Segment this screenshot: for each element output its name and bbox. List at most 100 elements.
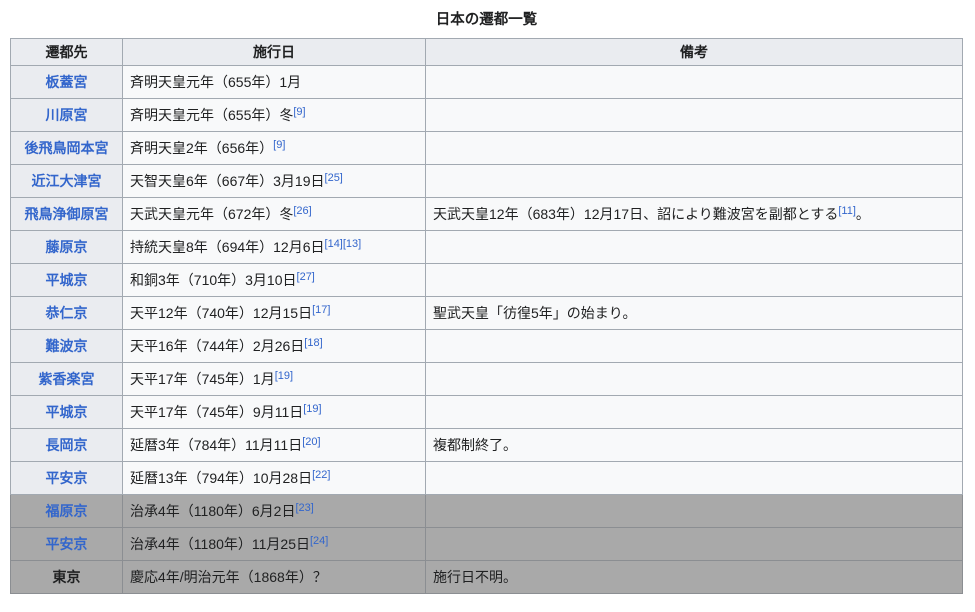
reference-link[interactable]: [27] (296, 271, 315, 284)
remarks-text: 天武天皇12年（683年）12月17日、詔により難波宮を副都とする (433, 206, 839, 222)
destination-link[interactable]: 平城京 (45, 272, 88, 288)
remarks-cell (425, 494, 963, 528)
remarks-cell (425, 263, 963, 297)
remarks-cell (425, 395, 963, 429)
destination-cell: 平安京 (10, 527, 123, 561)
date-cell: 持統天皇8年（694年）12月6日[14][13] (122, 230, 426, 264)
reference-link[interactable]: [17] (312, 304, 331, 317)
destination-cell: 紫香楽宮 (10, 362, 123, 396)
table-row: 川原宮 斉明天皇元年（655年）冬[9] (10, 98, 963, 132)
reference-link[interactable]: [9] (273, 139, 286, 152)
destination-cell: 平城京 (10, 395, 123, 429)
col-header-date: 施行日 (122, 38, 426, 66)
reference-link[interactable]: [23] (295, 502, 314, 515)
reference-link[interactable]: [13] (342, 238, 362, 251)
reference-link[interactable]: [11] (838, 205, 856, 218)
destination-cell: 福原京 (10, 494, 123, 528)
destination-link[interactable]: 川原宮 (45, 107, 88, 123)
reference-superscript: [9] (273, 139, 285, 151)
date-text: 延暦13年（794年）10月28日 (130, 470, 313, 486)
reference-link[interactable]: [19] (274, 370, 294, 383)
date-text: 斉明天皇元年（655年）1月 (130, 74, 302, 90)
reference-link[interactable]: [24] (310, 535, 329, 548)
table-row: 難波京 天平16年（744年）2月26日[18] (10, 329, 963, 363)
reference-superscript: [20] (302, 436, 320, 448)
destination-link[interactable]: 長岡京 (45, 437, 88, 453)
destination-link[interactable]: 紫香楽宮 (38, 371, 95, 387)
reference-link[interactable]: [19] (303, 403, 322, 416)
date-cell: 和銅3年（710年）3月10日[27] (122, 263, 426, 297)
reference-link[interactable]: [20] (302, 436, 321, 449)
destination-cell: 後飛鳥岡本宮 (10, 131, 123, 165)
remarks-cell (425, 98, 963, 132)
date-cell: 天平16年（744年）2月26日[18] (122, 329, 426, 363)
destination-cell: 平安京 (10, 461, 123, 495)
date-text: 慶応4年/明治元年（1868年）？ (130, 569, 327, 585)
table-row: 紫香楽宮 天平17年（745年）1月[19] (10, 362, 963, 396)
destination-link[interactable]: 飛鳥浄御原宮 (24, 206, 109, 222)
destination-link[interactable]: 福原京 (45, 503, 88, 519)
date-cell: 延暦13年（794年）10月28日[22] (122, 461, 426, 495)
destination-cell: 長岡京 (10, 428, 123, 462)
remarks-cell (425, 230, 963, 264)
remarks-cell (425, 362, 963, 396)
reference-superscript: [26] (293, 205, 311, 217)
destination-link[interactable]: 平安京 (45, 536, 88, 552)
destination-link[interactable]: 近江大津宮 (31, 173, 102, 189)
remarks-cell (425, 131, 963, 165)
date-text: 斉明天皇元年（655年）冬 (130, 107, 294, 123)
reference-link[interactable]: [9] (293, 106, 306, 119)
destination-link[interactable]: 難波京 (45, 338, 88, 354)
wiki-page-content: 日本の遷都一覧 遷都先 施行日 備考 板蓋宮 斉明天皇元年（655年）1月 川原宮斉… (10, 8, 963, 594)
destination-cell: 飛鳥浄御原宮 (10, 197, 123, 231)
destination-cell: 東京 (10, 560, 123, 594)
remarks-cell: 天武天皇12年（683年）12月17日、詔により難波宮を副都とする[11]。 (425, 197, 963, 231)
reference-link[interactable]: [18] (304, 337, 323, 350)
destination-link[interactable]: 後飛鳥岡本宮 (24, 140, 109, 156)
table-row: 平安京 治承4年（1180年）11月25日[24] (10, 527, 963, 561)
reference-link[interactable]: [25] (324, 172, 343, 185)
date-cell: 延暦3年（784年）11月11日[20] (122, 428, 426, 462)
date-text: 治承4年（1180年）6月2日 (130, 503, 296, 519)
col-header-destination: 遷都先 (10, 38, 123, 66)
table-row: 飛鳥浄御原宮 天武天皇元年（672年）冬[26] 天武天皇12年（683年）12月1… (10, 197, 963, 231)
table-row: 福原京 治承4年（1180年）6月2日[23] (10, 494, 963, 528)
table-row: 藤原京 持統天皇8年（694年）12月6日[14][13] (10, 230, 963, 264)
reference-superscript: [22] (312, 469, 330, 481)
destination-link[interactable]: 平安京 (45, 470, 88, 486)
table-body: 板蓋宮 斉明天皇元年（655年）1月 川原宮 斉明天皇元年（655年）冬[9] 後飛鳥岡… (10, 65, 963, 594)
date-text: 天平16年（744年）2月26日 (130, 338, 305, 354)
destination-link[interactable]: 板蓋宮 (45, 74, 88, 90)
date-cell: 天武天皇元年（672年）冬[26] (122, 197, 426, 231)
date-cell: 斉明天皇2年（656年）[9] (122, 131, 426, 165)
destination-link[interactable]: 恭仁京 (45, 305, 88, 321)
destination-cell: 難波京 (10, 329, 123, 363)
date-cell: 治承4年（1180年）6月2日[23] (122, 494, 426, 528)
reference-superscript: [17] (312, 304, 330, 316)
destination-link[interactable]: 平城京 (45, 404, 88, 420)
destination-cell: 川原宮 (10, 98, 123, 132)
reference-superscript: [13] (343, 238, 361, 250)
remarks-cell: 聖武天皇「彷徨5年」の始まり。 (425, 296, 963, 330)
date-text: 天平12年（740年）12月15日 (130, 305, 313, 321)
reference-link[interactable]: [26] (293, 205, 312, 218)
destination-link[interactable]: 藤原京 (45, 239, 88, 255)
table-row: 平城京 和銅3年（710年）3月10日[27] (10, 263, 963, 297)
remarks-cell (425, 65, 963, 99)
reference-superscript: [11] (838, 205, 856, 217)
capital-relocation-table: 日本の遷都一覧 遷都先 施行日 備考 板蓋宮 斉明天皇元年（655年）1月 川原宮斉… (10, 8, 963, 594)
remarks-cell (425, 461, 963, 495)
date-text: 天武天皇元年（672年）冬 (130, 206, 294, 222)
reference-link[interactable]: [14] (324, 238, 343, 251)
reference-superscript: [9] (293, 106, 305, 118)
date-text: 天平17年（745年）1月 (130, 371, 275, 387)
reference-link[interactable]: [22] (312, 469, 331, 482)
destination-cell: 近江大津宮 (10, 164, 123, 198)
date-cell: 慶応4年/明治元年（1868年）？ (122, 560, 426, 594)
date-cell: 天平17年（745年）1月[19] (122, 362, 426, 396)
destination-cell: 板蓋宮 (10, 65, 123, 99)
date-cell: 斉明天皇元年（655年）冬[9] (122, 98, 426, 132)
destination-cell: 恭仁京 (10, 296, 123, 330)
date-text: 持統天皇8年（694年）12月6日 (130, 239, 325, 255)
reference-superscript: [18] (304, 337, 322, 349)
